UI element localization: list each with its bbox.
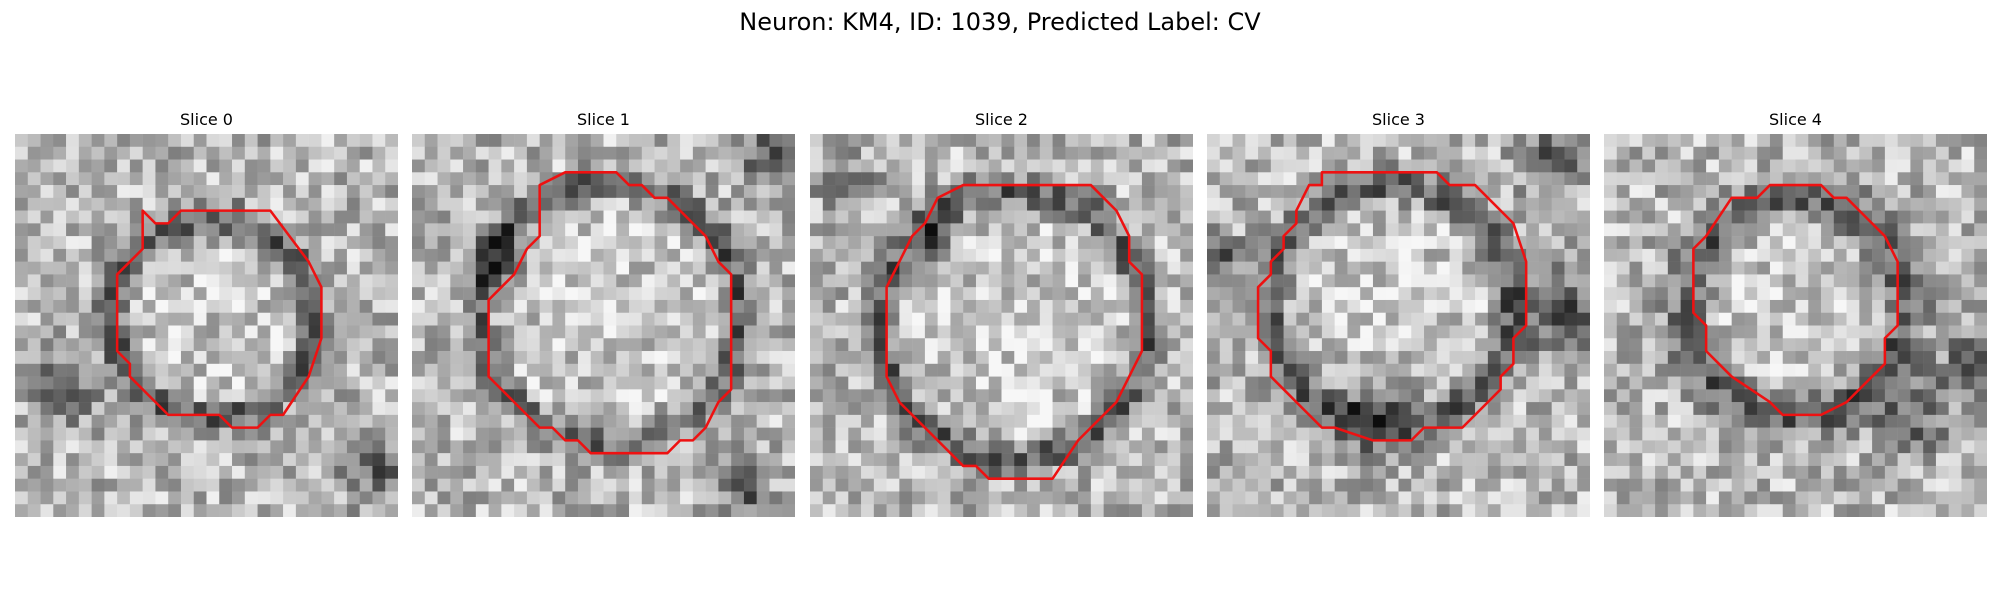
roi-contour xyxy=(1256,171,1528,442)
slice-image-0 xyxy=(15,134,398,517)
roi-contour xyxy=(1692,183,1899,417)
slice-image-4 xyxy=(1604,134,1987,517)
figure-title: Neuron: KM4, ID: 1039, Predicted Label: … xyxy=(739,8,1261,36)
slice-panel-1: Slice 1 xyxy=(412,108,795,517)
roi-contour xyxy=(115,209,323,429)
slice-title: Slice 4 xyxy=(1769,110,1822,129)
slice-panel-0: Slice 0 xyxy=(15,108,398,517)
slice-panel-3: Slice 3 xyxy=(1207,108,1590,517)
slice-panel-2: Slice 2 xyxy=(810,108,1193,517)
slice-title: Slice 2 xyxy=(975,110,1028,129)
slice-title: Slice 3 xyxy=(1372,110,1425,129)
slice-panel-4: Slice 4 xyxy=(1604,108,1987,517)
slice-title: Slice 0 xyxy=(180,110,233,129)
roi-contour xyxy=(487,171,733,455)
slice-image-1 xyxy=(412,134,795,517)
roi-contour xyxy=(885,183,1144,480)
slice-image-2 xyxy=(810,134,1193,517)
slice-title: Slice 1 xyxy=(577,110,630,129)
slice-image-3 xyxy=(1207,134,1590,517)
